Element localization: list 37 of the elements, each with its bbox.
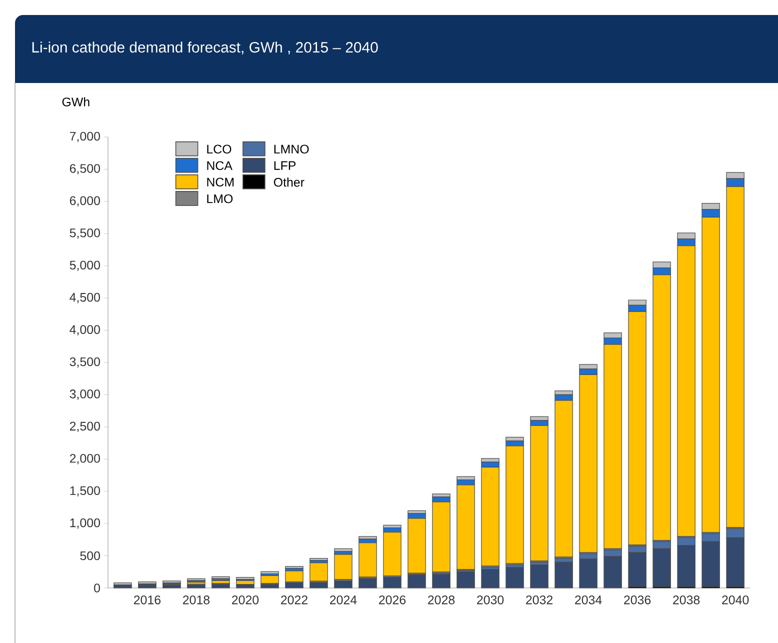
y-tick-label: 2,500 [70, 422, 100, 432]
y-tick-label: 4,000 [70, 325, 100, 336]
y-tick-label: 7,000 [70, 132, 100, 142]
legend-label: NCA [207, 161, 232, 170]
x-tick-label: 2016 [134, 596, 161, 604]
chart-title: Li-ion cathode demand forecast, GWh , 2015 – 2040 [32, 42, 378, 54]
x-tick-label: 2026 [379, 596, 406, 604]
x-tick-label: 2020 [232, 596, 259, 604]
y-tick-label: 3,000 [70, 390, 100, 400]
legend-label: NCM [207, 178, 234, 187]
legend-label: LCO [207, 144, 232, 154]
y-tick-label: 500 [80, 551, 100, 560]
x-tick-label: 2030 [477, 596, 504, 604]
legend-label: LMO [207, 194, 233, 204]
y-tick-label: 2,000 [70, 454, 100, 464]
y-axis-title: GWh [62, 97, 90, 106]
legend-label: LMNO [274, 144, 309, 154]
y-tick-label: 0 [94, 584, 100, 592]
y-tick-label: 6,500 [70, 164, 100, 174]
x-tick-label: 2038 [673, 596, 700, 604]
legend-label: Other [274, 178, 304, 187]
y-tick-label: 5,000 [70, 260, 100, 271]
x-tick-label: 2032 [526, 596, 552, 604]
x-tick-label: 2036 [624, 596, 651, 604]
x-tick-label: 2018 [182, 596, 210, 604]
x-tick-label: 2034 [575, 596, 602, 604]
x-tick-label: 2024 [330, 596, 357, 604]
x-tick-label: 2028 [428, 596, 455, 604]
legend-label: LFP [274, 161, 296, 170]
y-tick-label: 1,000 [70, 518, 100, 529]
y-tick-label: 3,500 [70, 357, 100, 368]
y-tick-label: 1,500 [70, 486, 100, 496]
x-tick-label: 2040 [722, 596, 749, 604]
y-tick-label: 4,500 [70, 292, 100, 304]
y-tick-label: 6,000 [70, 196, 100, 207]
y-tick-label: 5,500 [70, 228, 100, 239]
x-tick-label: 2022 [281, 596, 308, 604]
